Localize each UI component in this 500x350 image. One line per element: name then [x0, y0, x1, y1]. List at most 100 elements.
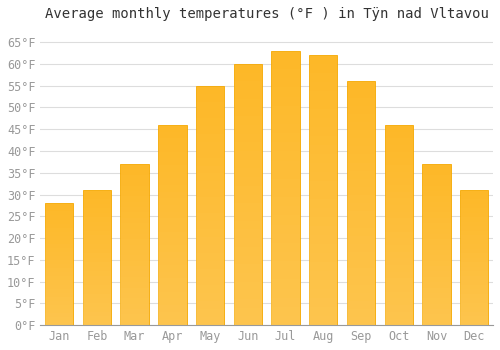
Bar: [234, 238, 262, 247]
Bar: [158, 218, 186, 225]
Bar: [83, 294, 111, 298]
Bar: [309, 235, 338, 244]
Bar: [422, 293, 450, 298]
Bar: [158, 158, 186, 165]
Bar: [120, 282, 149, 288]
Bar: [196, 86, 224, 94]
Bar: [384, 138, 413, 145]
Bar: [309, 244, 338, 253]
Bar: [120, 239, 149, 245]
Bar: [45, 232, 74, 236]
Bar: [120, 277, 149, 282]
Bar: [422, 191, 450, 196]
Bar: [45, 272, 74, 276]
Bar: [384, 305, 413, 312]
Bar: [272, 225, 299, 234]
Bar: [272, 51, 299, 325]
Bar: [158, 138, 186, 145]
Bar: [347, 309, 375, 317]
Bar: [309, 127, 338, 136]
Bar: [384, 272, 413, 279]
Bar: [309, 199, 338, 208]
Bar: [120, 250, 149, 255]
Bar: [347, 195, 375, 203]
Bar: [460, 190, 488, 325]
Bar: [83, 258, 111, 262]
Bar: [422, 186, 450, 191]
Bar: [309, 91, 338, 100]
Bar: [158, 245, 186, 252]
Bar: [196, 237, 224, 245]
Bar: [460, 312, 488, 316]
Bar: [422, 245, 450, 250]
Bar: [384, 218, 413, 225]
Bar: [309, 172, 338, 181]
Bar: [83, 226, 111, 231]
Bar: [422, 277, 450, 282]
Bar: [45, 216, 74, 219]
Bar: [309, 316, 338, 325]
Bar: [45, 297, 74, 301]
Bar: [422, 234, 450, 239]
Bar: [347, 228, 375, 236]
Bar: [272, 261, 299, 270]
Bar: [384, 205, 413, 212]
Bar: [272, 78, 299, 88]
Bar: [460, 285, 488, 289]
Bar: [158, 225, 186, 232]
Bar: [120, 256, 149, 261]
Bar: [309, 55, 338, 64]
Bar: [422, 169, 450, 175]
Bar: [83, 321, 111, 325]
Bar: [347, 163, 375, 171]
Bar: [83, 271, 111, 276]
Bar: [196, 141, 224, 149]
Bar: [83, 204, 111, 208]
Bar: [196, 134, 224, 141]
Bar: [272, 152, 299, 161]
Bar: [234, 316, 262, 325]
Bar: [83, 240, 111, 244]
Bar: [422, 320, 450, 325]
Bar: [158, 305, 186, 312]
Bar: [120, 288, 149, 293]
Bar: [120, 175, 149, 180]
Bar: [309, 226, 338, 235]
Bar: [120, 186, 149, 191]
Bar: [83, 195, 111, 199]
Bar: [158, 172, 186, 178]
Bar: [272, 206, 299, 216]
Bar: [158, 198, 186, 205]
Bar: [460, 213, 488, 217]
Bar: [196, 197, 224, 205]
Bar: [272, 124, 299, 133]
Bar: [272, 298, 299, 307]
Bar: [196, 309, 224, 317]
Bar: [460, 204, 488, 208]
Bar: [120, 202, 149, 207]
Bar: [120, 218, 149, 223]
Bar: [45, 305, 74, 309]
Bar: [196, 118, 224, 126]
Bar: [196, 102, 224, 110]
Bar: [234, 247, 262, 256]
Bar: [234, 90, 262, 99]
Bar: [347, 106, 375, 114]
Bar: [460, 208, 488, 213]
Bar: [272, 270, 299, 279]
Bar: [422, 164, 450, 169]
Bar: [384, 245, 413, 252]
Bar: [384, 185, 413, 192]
Bar: [272, 51, 299, 60]
Bar: [309, 82, 338, 91]
Bar: [309, 298, 338, 307]
Bar: [158, 205, 186, 212]
Bar: [158, 178, 186, 185]
Bar: [272, 88, 299, 97]
Bar: [272, 252, 299, 261]
Bar: [309, 217, 338, 226]
Bar: [45, 252, 74, 256]
Bar: [158, 212, 186, 218]
Bar: [158, 279, 186, 285]
Bar: [234, 220, 262, 229]
